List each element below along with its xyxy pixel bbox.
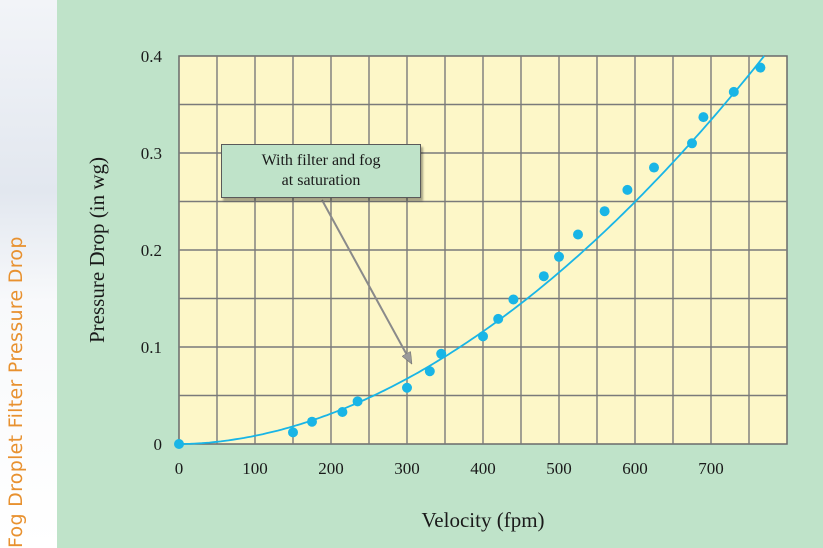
data-point [698, 112, 709, 123]
x-tick-labels: 0 100 200 300 400 500 600 700 [175, 459, 724, 478]
fit-curve [179, 55, 765, 445]
data-point [755, 62, 766, 73]
data-point [538, 271, 549, 282]
data-point [599, 206, 610, 217]
x-tick-label: 200 [318, 459, 344, 478]
data-point [352, 396, 363, 407]
x-tick-label: 100 [242, 459, 268, 478]
y-tick-label: 0.4 [141, 47, 163, 66]
data-point [554, 251, 564, 262]
callout-arrow [321, 199, 411, 362]
data-point [424, 366, 435, 377]
data-point [288, 427, 298, 438]
x-tick-label: 300 [394, 459, 420, 478]
data-point [573, 229, 583, 240]
data-point [337, 406, 348, 417]
y-tick-label: 0.1 [141, 338, 162, 357]
data-point [493, 313, 504, 324]
data-point [478, 331, 488, 342]
callout-box: With filter and fog at saturation [221, 144, 421, 198]
data-point [508, 294, 519, 305]
y-tick-label: 0.2 [141, 241, 162, 260]
data-point [687, 138, 697, 149]
side-strip: Fog Droplet Filter Pressure Drop [0, 0, 57, 548]
callout-line-1: With filter and fog [261, 152, 381, 169]
x-tick-label: 0 [175, 459, 184, 478]
x-axis-title: Velocity (fpm) [421, 508, 544, 532]
x-tick-label: 700 [698, 459, 724, 478]
data-point [436, 348, 447, 359]
callout-line-2: at saturation [281, 172, 361, 189]
data-point [402, 382, 412, 393]
x-tick-label: 400 [470, 459, 496, 478]
data-point [307, 416, 317, 427]
y-tick-labels: 0 0.1 0.2 0.3 0.4 [141, 47, 163, 454]
x-tick-label: 500 [546, 459, 572, 478]
y-axis-title: Pressure Drop (in wg) [85, 157, 109, 343]
y-tick-label: 0 [154, 435, 163, 454]
data-points [174, 62, 766, 449]
data-point [728, 86, 739, 97]
data-point [622, 184, 633, 195]
y-tick-label: 0.3 [141, 144, 162, 163]
data-point [174, 439, 184, 449]
data-point [649, 162, 659, 173]
x-tick-label: 600 [622, 459, 648, 478]
